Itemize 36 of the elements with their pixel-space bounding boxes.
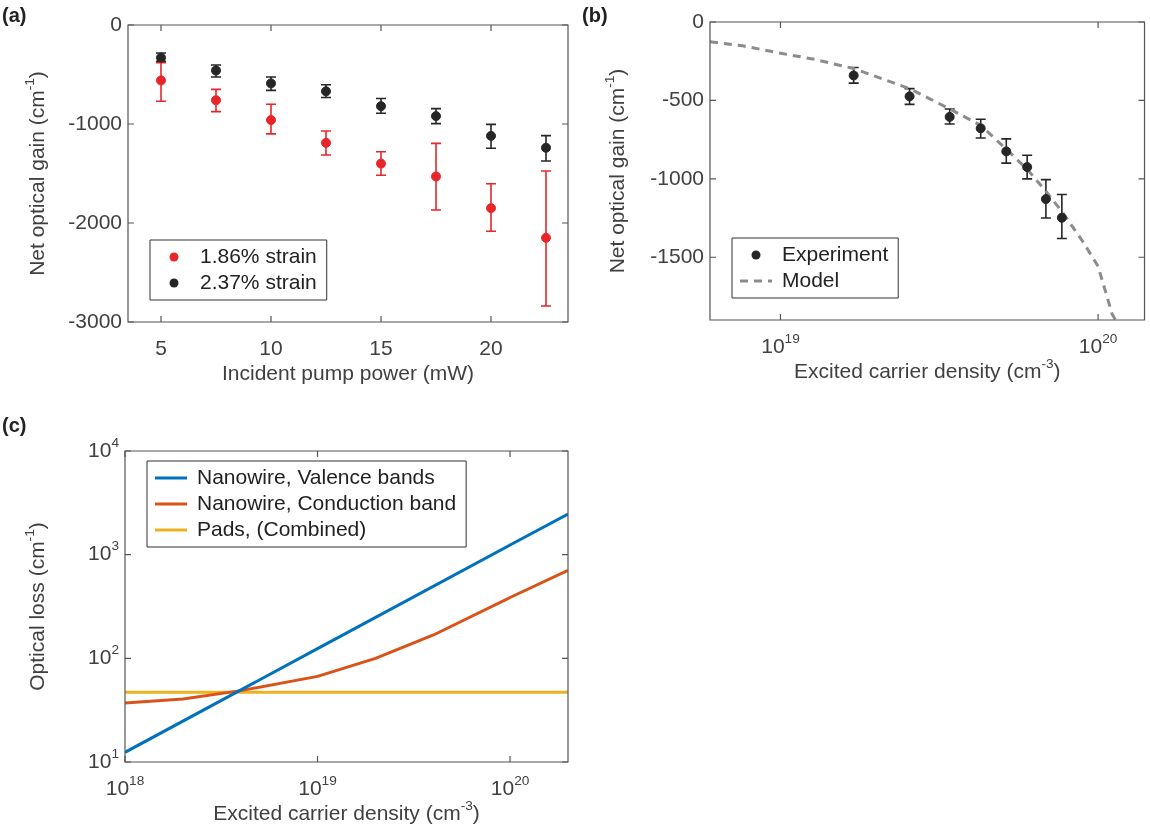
chart-title: (c) <box>2 413 27 436</box>
y-tick-label: 0 <box>692 8 705 32</box>
y-axis-title: Optical loss (cm-1) <box>21 522 48 691</box>
y-tick-label: -500 <box>661 87 704 111</box>
chart-title: (b) <box>582 3 608 26</box>
x-tick-label: 20 <box>479 335 503 359</box>
y-axis-title: Net optical gain (cm-1) <box>601 68 628 274</box>
x-tick-label: 5 <box>155 335 167 359</box>
legend-label: Pads, (Combined) <box>197 516 367 540</box>
legend-label: 1.86% strain <box>200 243 317 267</box>
legend-label: 2.37% strain <box>200 269 317 293</box>
y-tick-label: -1000 <box>650 165 705 189</box>
x-tick-label: 15 <box>369 335 393 359</box>
point <box>376 158 386 169</box>
x-tick-label: 10 <box>259 335 283 359</box>
legend-label: Nanowire, Conduction band <box>197 490 457 514</box>
y-tick-label: -1000 <box>68 110 123 134</box>
y-tick-label: -1500 <box>650 244 705 268</box>
x-axis-title: Incident pump power (mW) <box>221 360 475 384</box>
y-tick-label: -2000 <box>68 209 123 233</box>
y-axis-title: Net optical gain (cm-1) <box>21 71 48 276</box>
legend-label: Nanowire, Valence bands <box>197 464 435 488</box>
point <box>486 203 496 214</box>
point <box>266 115 276 126</box>
point <box>211 95 221 106</box>
point <box>321 137 331 148</box>
point <box>431 171 441 182</box>
y-tick-label: 0 <box>110 11 123 35</box>
point <box>541 232 551 243</box>
y-tick-label: -3000 <box>68 308 123 332</box>
point <box>486 130 496 141</box>
chart-title: (a) <box>2 3 27 26</box>
legend-label: Experiment <box>782 241 889 265</box>
legend-label: Model <box>782 267 840 291</box>
point <box>156 75 166 86</box>
point <box>541 142 551 153</box>
